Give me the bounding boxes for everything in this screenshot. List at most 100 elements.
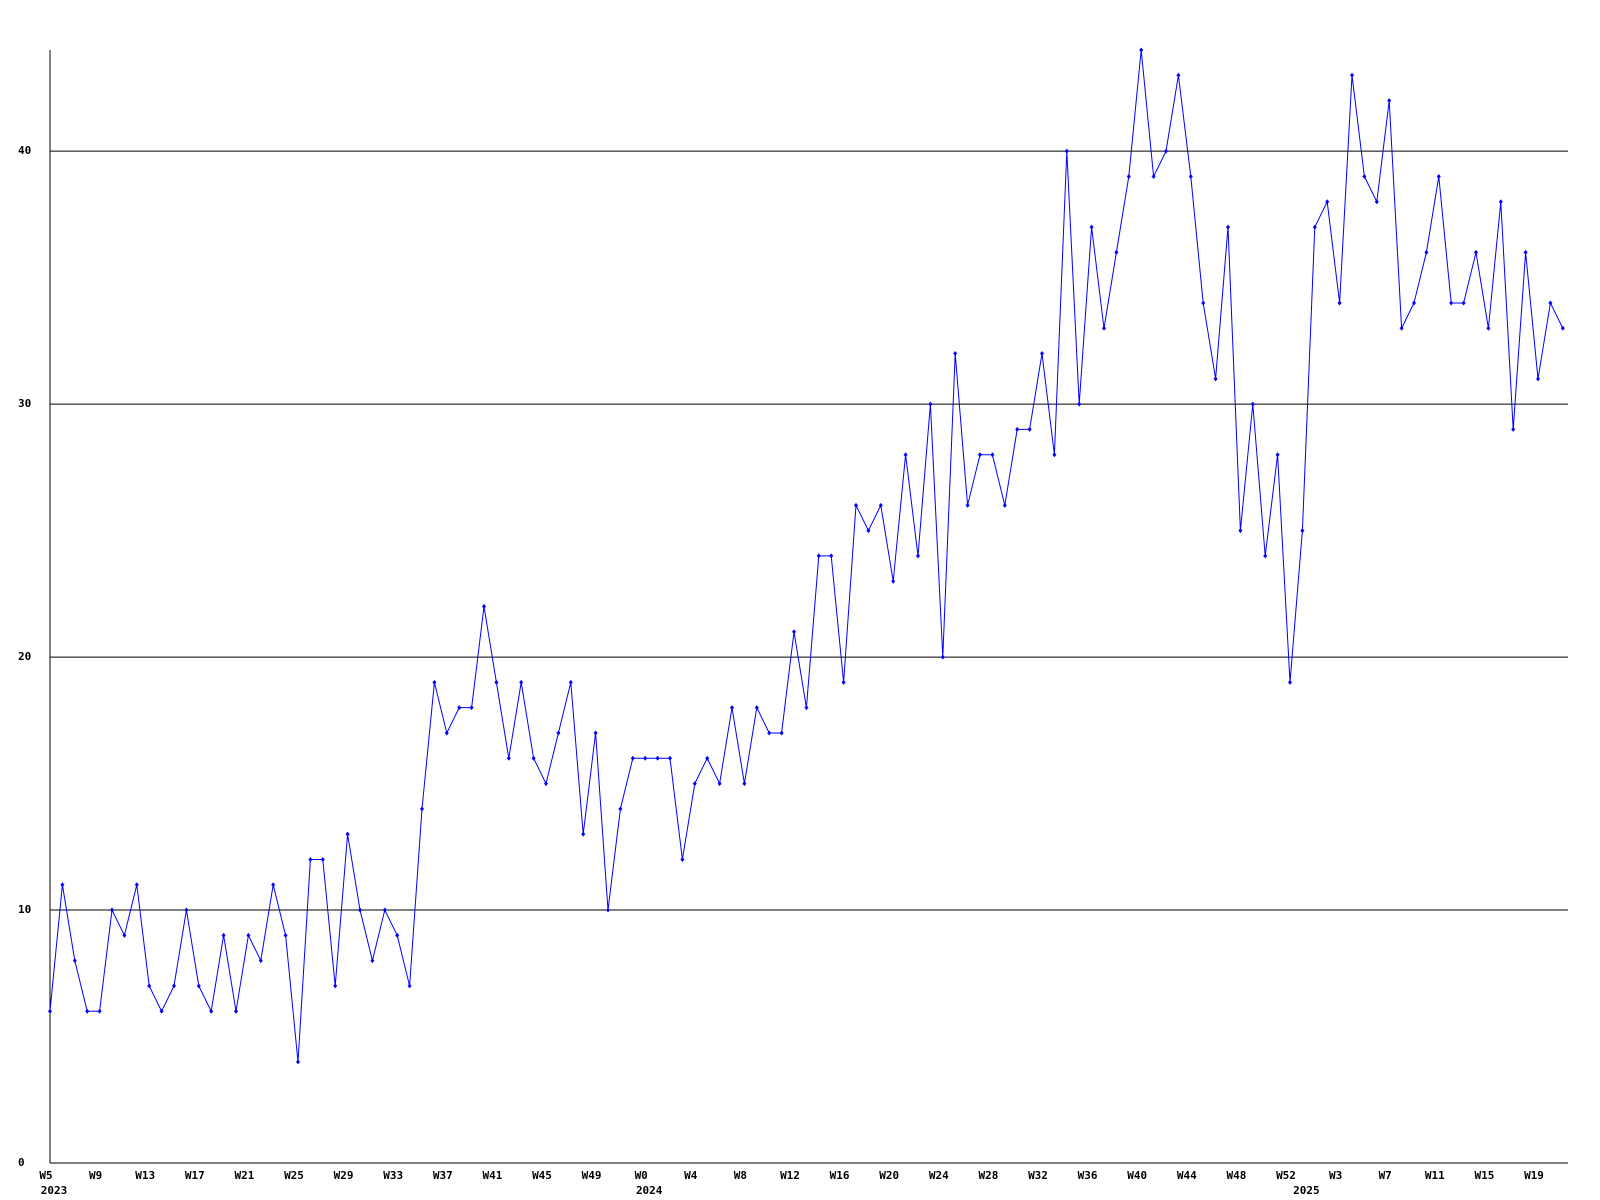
data-point [234,1008,238,1014]
data-point [581,831,586,837]
y-tick-label: 40 [18,144,31,157]
data-point [1436,173,1441,179]
data-point [72,958,77,964]
data-point [742,781,747,787]
data-point [593,730,598,736]
data-point [692,781,697,787]
data-point [134,882,139,888]
data-point [1064,148,1069,154]
data-point [1412,300,1416,306]
data-point [1275,452,1280,458]
x-tick-label: W17 [185,1169,205,1182]
data-point [618,806,623,812]
data-point [407,983,412,989]
x-tick-label: W7 [1379,1169,1392,1182]
data-point [1002,502,1007,508]
year-label: 2023 [41,1184,68,1197]
data-point [494,679,499,685]
data-point [767,730,772,736]
data-point [940,654,945,660]
data-point [395,932,400,938]
data-point [1424,249,1429,255]
data-point [1139,47,1144,53]
y-tick-label: 30 [18,397,31,410]
data-point [48,1008,52,1014]
x-tick-label: W8 [734,1169,747,1182]
x-tick-label: W52 [1276,1169,1296,1182]
data-point [184,907,189,913]
data-point [1226,224,1230,230]
data-point [382,907,387,913]
x-tick-label: W20 [879,1169,899,1182]
y-tick-label: 20 [18,650,31,663]
data-point [1486,325,1491,331]
data-point [705,755,710,761]
data-point [1387,98,1392,104]
data-point [1560,325,1565,331]
x-tick-label: W24 [929,1169,949,1182]
data-point [680,856,685,862]
data-point [1288,679,1292,685]
data-point [1188,173,1193,179]
data-point [432,679,437,685]
x-tick-label: W4 [684,1169,698,1182]
data-point [1350,72,1354,78]
data-point [1511,426,1516,432]
data-point [544,781,548,787]
data-point [1213,376,1218,382]
y-tick-label: 0 [18,1156,25,1169]
data-point [965,502,970,508]
data-point [1523,249,1528,255]
x-tick-label: W0 [635,1169,648,1182]
data-point [308,856,313,862]
data-point [221,932,226,938]
data-point [296,1059,300,1065]
data-point [717,781,722,787]
data-point [271,882,276,888]
data-point [469,705,474,711]
data-point [1077,401,1082,407]
x-tick-label: W33 [383,1169,403,1182]
data-point [606,907,610,913]
x-tick-label: W49 [582,1169,602,1182]
x-tick-label: W41 [482,1169,502,1182]
data-point [1102,325,1106,331]
data-point [1201,300,1206,306]
data-point [1089,224,1094,230]
data-point [1300,528,1305,534]
data-point [779,730,784,736]
data-point [1151,173,1156,179]
data-point [953,351,958,357]
x-tick-label: W21 [234,1169,254,1182]
data-point [1337,300,1342,306]
x-tick-label: W36 [1078,1169,1098,1182]
data-point [1052,452,1057,458]
data-point [1114,249,1119,255]
x-tick-label: W25 [284,1169,304,1182]
data-point [1449,300,1454,306]
data-point [928,401,933,407]
data-point [630,755,635,761]
x-tick-label: W40 [1127,1169,1147,1182]
data-point [643,755,648,761]
data-point [754,705,759,711]
data-point [345,831,350,837]
data-point [60,882,65,888]
x-tick-label: W48 [1226,1169,1246,1182]
data-point [1015,426,1020,432]
y-tick-label: 10 [18,903,31,916]
data-point [283,932,288,938]
data-point [506,755,511,761]
data-point [1548,300,1553,306]
data-point [444,730,449,736]
year-label: 2024 [636,1184,663,1197]
data-point [903,452,908,458]
data-point [1498,199,1503,205]
data-point [85,1008,90,1014]
data-point [1238,528,1243,534]
x-tick-label: W11 [1425,1169,1445,1182]
data-point [878,502,883,508]
data-point [519,679,524,685]
data-point [556,730,561,736]
data-point [891,578,896,584]
